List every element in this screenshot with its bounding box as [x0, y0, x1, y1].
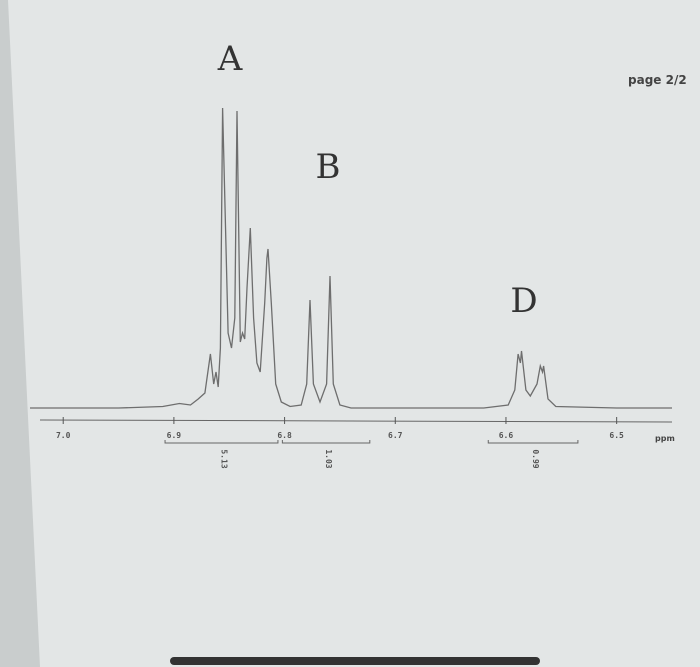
x-tick-label: 6.5: [609, 431, 624, 440]
peak-annotation: A: [217, 39, 243, 79]
spectrum-line: [30, 107, 672, 409]
x-tick-label: 7.0: [56, 431, 71, 440]
x-tick-label: 6.8: [277, 431, 292, 440]
x-tick-label: 6.9: [167, 431, 182, 440]
x-tick-label: 6.7: [388, 431, 403, 440]
device-bar: [170, 657, 540, 665]
paper: [8, 0, 700, 667]
integral-bracket: [164, 440, 279, 444]
integral-label: 5.13: [219, 449, 228, 468]
x-tick-label: 6.6: [499, 431, 514, 440]
x-axis: [39, 419, 673, 423]
peak-annotation: D: [510, 281, 537, 321]
page-label: page 2/2: [628, 73, 687, 87]
integral-bracket: [487, 440, 579, 444]
x-axis-label: ppm: [655, 434, 675, 443]
integral-label: 1.03: [324, 449, 333, 468]
integral-bracket: [281, 440, 371, 444]
peak-annotation: B: [316, 147, 341, 187]
integral-label: 0.99: [531, 449, 540, 468]
